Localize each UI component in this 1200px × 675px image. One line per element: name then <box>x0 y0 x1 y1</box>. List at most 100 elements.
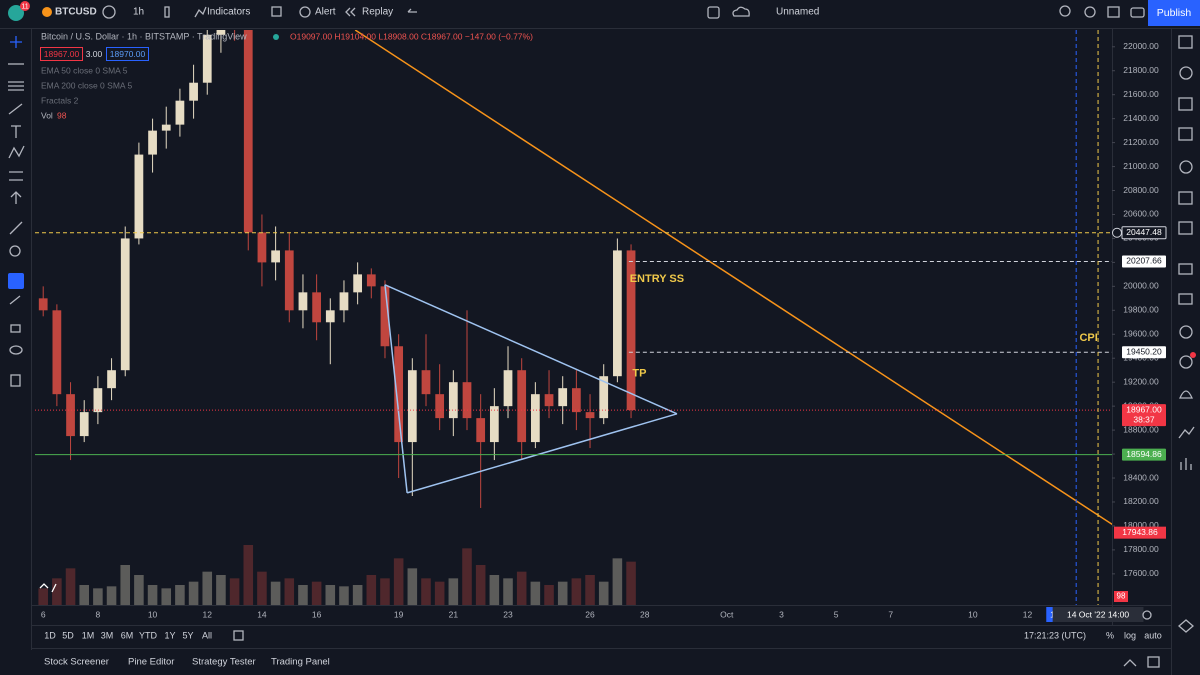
range-button[interactable]: 1D <box>44 630 56 640</box>
volume-bar <box>598 581 609 605</box>
alerts-panel[interactable] <box>1179 66 1193 80</box>
hint[interactable] <box>1179 325 1193 339</box>
candle-body <box>148 130 157 155</box>
coin-icon <box>42 7 52 17</box>
arrow-tool[interactable] <box>10 191 22 204</box>
range-button[interactable]: 5D <box>62 630 74 640</box>
sell-box[interactable] <box>40 47 83 61</box>
volume-bar <box>380 578 390 605</box>
study-label[interactable]: EMA 200 close 0 SMA 5 <box>41 80 132 90</box>
settings[interactable] <box>1084 6 1096 18</box>
candle-body <box>257 232 267 263</box>
pattern-tool[interactable] <box>8 145 25 159</box>
prediction-tool[interactable] <box>9 171 23 181</box>
calendar[interactable] <box>1179 160 1193 174</box>
volume-bar <box>448 578 459 605</box>
trading[interactable] <box>1178 426 1195 439</box>
volume-bar <box>503 578 513 605</box>
layers[interactable] <box>1178 619 1194 633</box>
range-button[interactable]: 6M <box>121 630 134 640</box>
x-tick-label: 7 <box>888 609 893 619</box>
date-range-icon[interactable] <box>233 630 244 641</box>
legend: Bitcoin / U.S. Dollar · 1h · BITSTAMP · … <box>39 31 533 593</box>
panel-tab[interactable]: Trading Panel <box>271 657 330 668</box>
trash-tool[interactable] <box>10 374 21 387</box>
price-badge-label: 20447.48 <box>1126 227 1162 237</box>
candle-body <box>366 274 376 287</box>
fullscreen[interactable] <box>1107 6 1120 18</box>
volume-bar <box>434 581 445 605</box>
alert-button[interactable]: Alert <box>315 7 336 18</box>
candle-body <box>161 124 171 131</box>
add-alert[interactable] <box>1112 227 1122 238</box>
measure-tool[interactable] <box>9 221 23 235</box>
volume-label[interactable]: Vol <box>41 110 53 120</box>
messages[interactable] <box>1178 293 1193 305</box>
candle-body <box>66 394 75 437</box>
axes: 17600.00 17800.00 18000.00 18200.00 18400.00… <box>41 30 1167 622</box>
streams[interactable] <box>1178 221 1193 235</box>
collapse-panel[interactable] <box>1123 659 1137 667</box>
y-tick-label: 20600.00 <box>1123 209 1159 219</box>
publish-button[interactable] <box>1148 0 1200 26</box>
y-tick-label: 18000.00 <box>1123 520 1159 530</box>
range-button[interactable]: 3M <box>101 630 114 640</box>
volume-bar <box>284 578 295 605</box>
panel-tab[interactable]: Strategy Tester <box>192 657 256 668</box>
visibility-tool[interactable] <box>9 345 23 355</box>
layout-toggle[interactable] <box>707 6 720 19</box>
fib-tool[interactable] <box>8 81 24 91</box>
range-button[interactable]: 5Y <box>182 630 193 640</box>
panel-tab[interactable]: Stock Screener <box>44 657 109 668</box>
candle-body <box>448 382 458 419</box>
symbol[interactable]: BTCUSD <box>55 7 97 18</box>
templates[interactable] <box>271 6 282 17</box>
snapshot[interactable] <box>1130 7 1145 18</box>
layout-name[interactable]: Unnamed <box>776 7 819 18</box>
watchlist[interactable] <box>1178 35 1193 49</box>
percent-toggle[interactable]: % <box>1106 630 1114 640</box>
indicators-button[interactable]: Indicators <box>207 7 250 18</box>
publish-label: Publish <box>1157 7 1192 19</box>
buy-box[interactable] <box>106 47 149 61</box>
candle-body <box>120 238 130 371</box>
hotlists[interactable] <box>1178 127 1193 141</box>
log-toggle[interactable]: log <box>1124 630 1136 640</box>
zoom-tool[interactable] <box>9 245 21 257</box>
dom[interactable] <box>1180 458 1192 470</box>
study-label[interactable]: EMA 50 close 0 SMA 5 <box>41 65 128 75</box>
add-symbol[interactable] <box>102 5 116 19</box>
volume-bar <box>175 585 185 605</box>
undo[interactable] <box>407 8 417 13</box>
chats[interactable] <box>1178 263 1193 275</box>
panel-tab[interactable]: Pine Editor <box>128 657 174 668</box>
interval[interactable]: 1h <box>133 7 144 18</box>
axis-settings[interactable] <box>1142 610 1152 620</box>
candle-body <box>107 370 116 389</box>
lock-tool[interactable] <box>10 324 21 333</box>
text-tool[interactable] <box>11 125 21 138</box>
magnet-tool[interactable] <box>8 273 24 289</box>
brush-tool[interactable] <box>8 103 23 115</box>
auto-toggle[interactable]: auto <box>1144 630 1162 640</box>
study-label[interactable]: Fractals 2 <box>41 95 79 105</box>
candle-body <box>79 412 89 437</box>
range-button[interactable]: YTD <box>139 630 158 640</box>
candle-body <box>435 394 445 419</box>
range-button[interactable]: 1M <box>82 630 95 640</box>
replay-button[interactable]: Replay <box>362 7 393 18</box>
lock-drawing-tool[interactable] <box>9 295 21 305</box>
logo[interactable] <box>8 5 24 21</box>
ideas[interactable] <box>1178 191 1193 205</box>
notifications[interactable] <box>1179 390 1193 399</box>
y-tick-label: 21800.00 <box>1123 65 1159 75</box>
crosshair-tool[interactable] <box>10 36 22 48</box>
range-button[interactable]: 1Y <box>164 630 175 640</box>
data-window[interactable] <box>1178 97 1193 111</box>
range-button[interactable]: All <box>202 630 212 640</box>
volume-bar <box>120 565 131 605</box>
maximize-panel[interactable] <box>1147 656 1160 668</box>
broadcast[interactable] <box>1179 355 1193 369</box>
chart-style[interactable] <box>164 6 170 18</box>
search[interactable] <box>1059 5 1071 17</box>
